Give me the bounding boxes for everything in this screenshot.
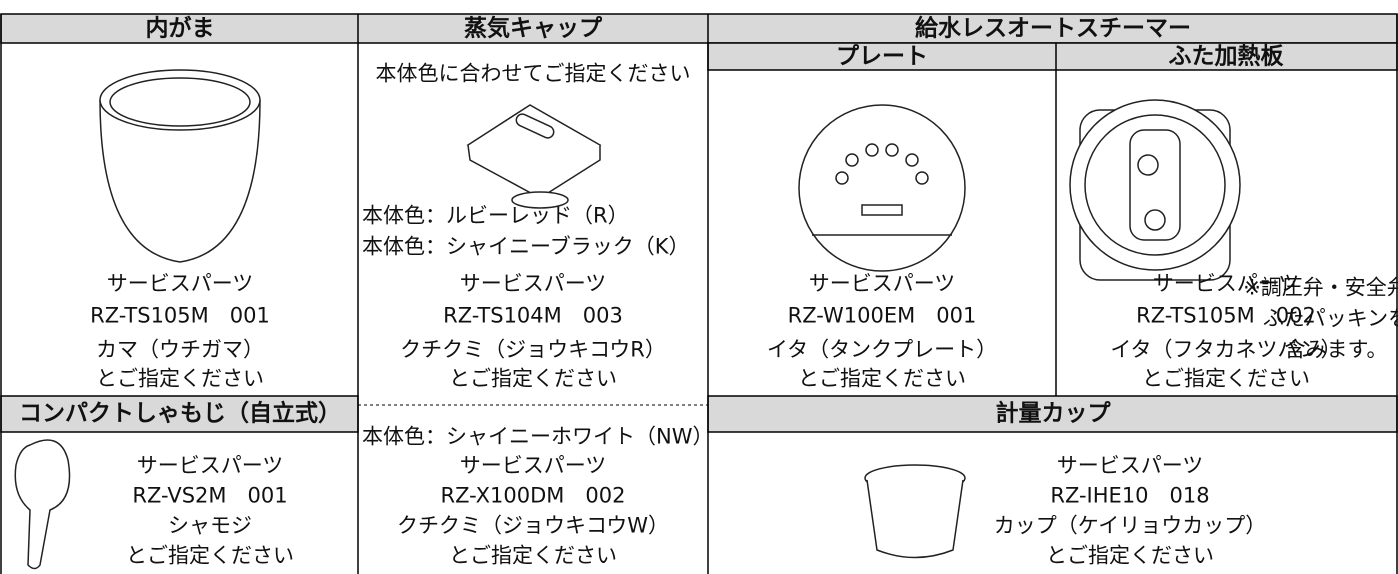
text-line: とご指定ください [449, 543, 617, 568]
text-line: とご指定ください [96, 366, 264, 391]
color-option: 本体色：シャイニーホワイト（NW） [362, 424, 714, 449]
text-line: サービスパーツ [136, 453, 284, 478]
note: ふたパッキンを [1262, 306, 1398, 331]
color-option: 本体色：シャイニーブラック（K） [362, 234, 690, 259]
text-line: サービスパーツ [1152, 271, 1300, 296]
note: 本体色に合わせてご指定ください [375, 61, 691, 86]
text-line: とご指定ください [126, 543, 294, 568]
text-line: イタ（タンクプレート） [766, 337, 998, 362]
text-line: RZ-IHE10 018 [1050, 483, 1210, 508]
column-header: 給水レスオートスチーマー [915, 15, 1191, 42]
text-line: カマ（ウチガマ） [96, 337, 264, 362]
text-line: シャモジ [168, 513, 252, 538]
text-line: とご指定ください [1142, 366, 1310, 391]
text-line: とご指定ください [449, 366, 617, 391]
text-line: サービスパーツ [106, 271, 254, 296]
text-line: サービスパーツ [1056, 453, 1204, 478]
text-line: RZ-TS105M 002 [1136, 303, 1316, 328]
text-line: RZ-TS104M 003 [443, 303, 623, 328]
text-line: とご指定ください [798, 366, 966, 391]
text-line: とご指定ください [1046, 543, 1214, 568]
text-line: クチクミ（ジョウキコウW） [397, 513, 669, 538]
sub-header: ふた加熱板 [1168, 43, 1284, 70]
column-header: 蒸気キャップ [464, 15, 602, 42]
text-line: サービスパーツ [808, 271, 956, 296]
text-line: イタ（フタカネツバン） [1110, 337, 1342, 362]
color-option: 本体色：ルビーレッド（R） [362, 203, 629, 228]
text-line: クチクミ（ジョウキコウR） [400, 337, 666, 362]
note: ※調圧弁・安全弁・ [1243, 275, 1398, 300]
text-line: サービスパーツ [459, 271, 607, 296]
text-line: カップ（ケイリョウカップ） [993, 513, 1267, 538]
text-line: RZ-W100EM 001 [787, 303, 977, 328]
column-header: コンパクトしゃもじ（自立式） [19, 400, 341, 427]
sub-header: プレート [836, 43, 928, 70]
column-header: 計量カップ [995, 400, 1111, 427]
text-line: サービスパーツ [459, 453, 607, 478]
note: 含みます。 [1284, 337, 1388, 362]
text-line: RZ-X100DM 002 [440, 483, 626, 508]
column-header: 内がま [145, 15, 215, 42]
text-line: RZ-TS105M 001 [90, 303, 270, 328]
text-line: RZ-VS2M 001 [132, 483, 288, 508]
